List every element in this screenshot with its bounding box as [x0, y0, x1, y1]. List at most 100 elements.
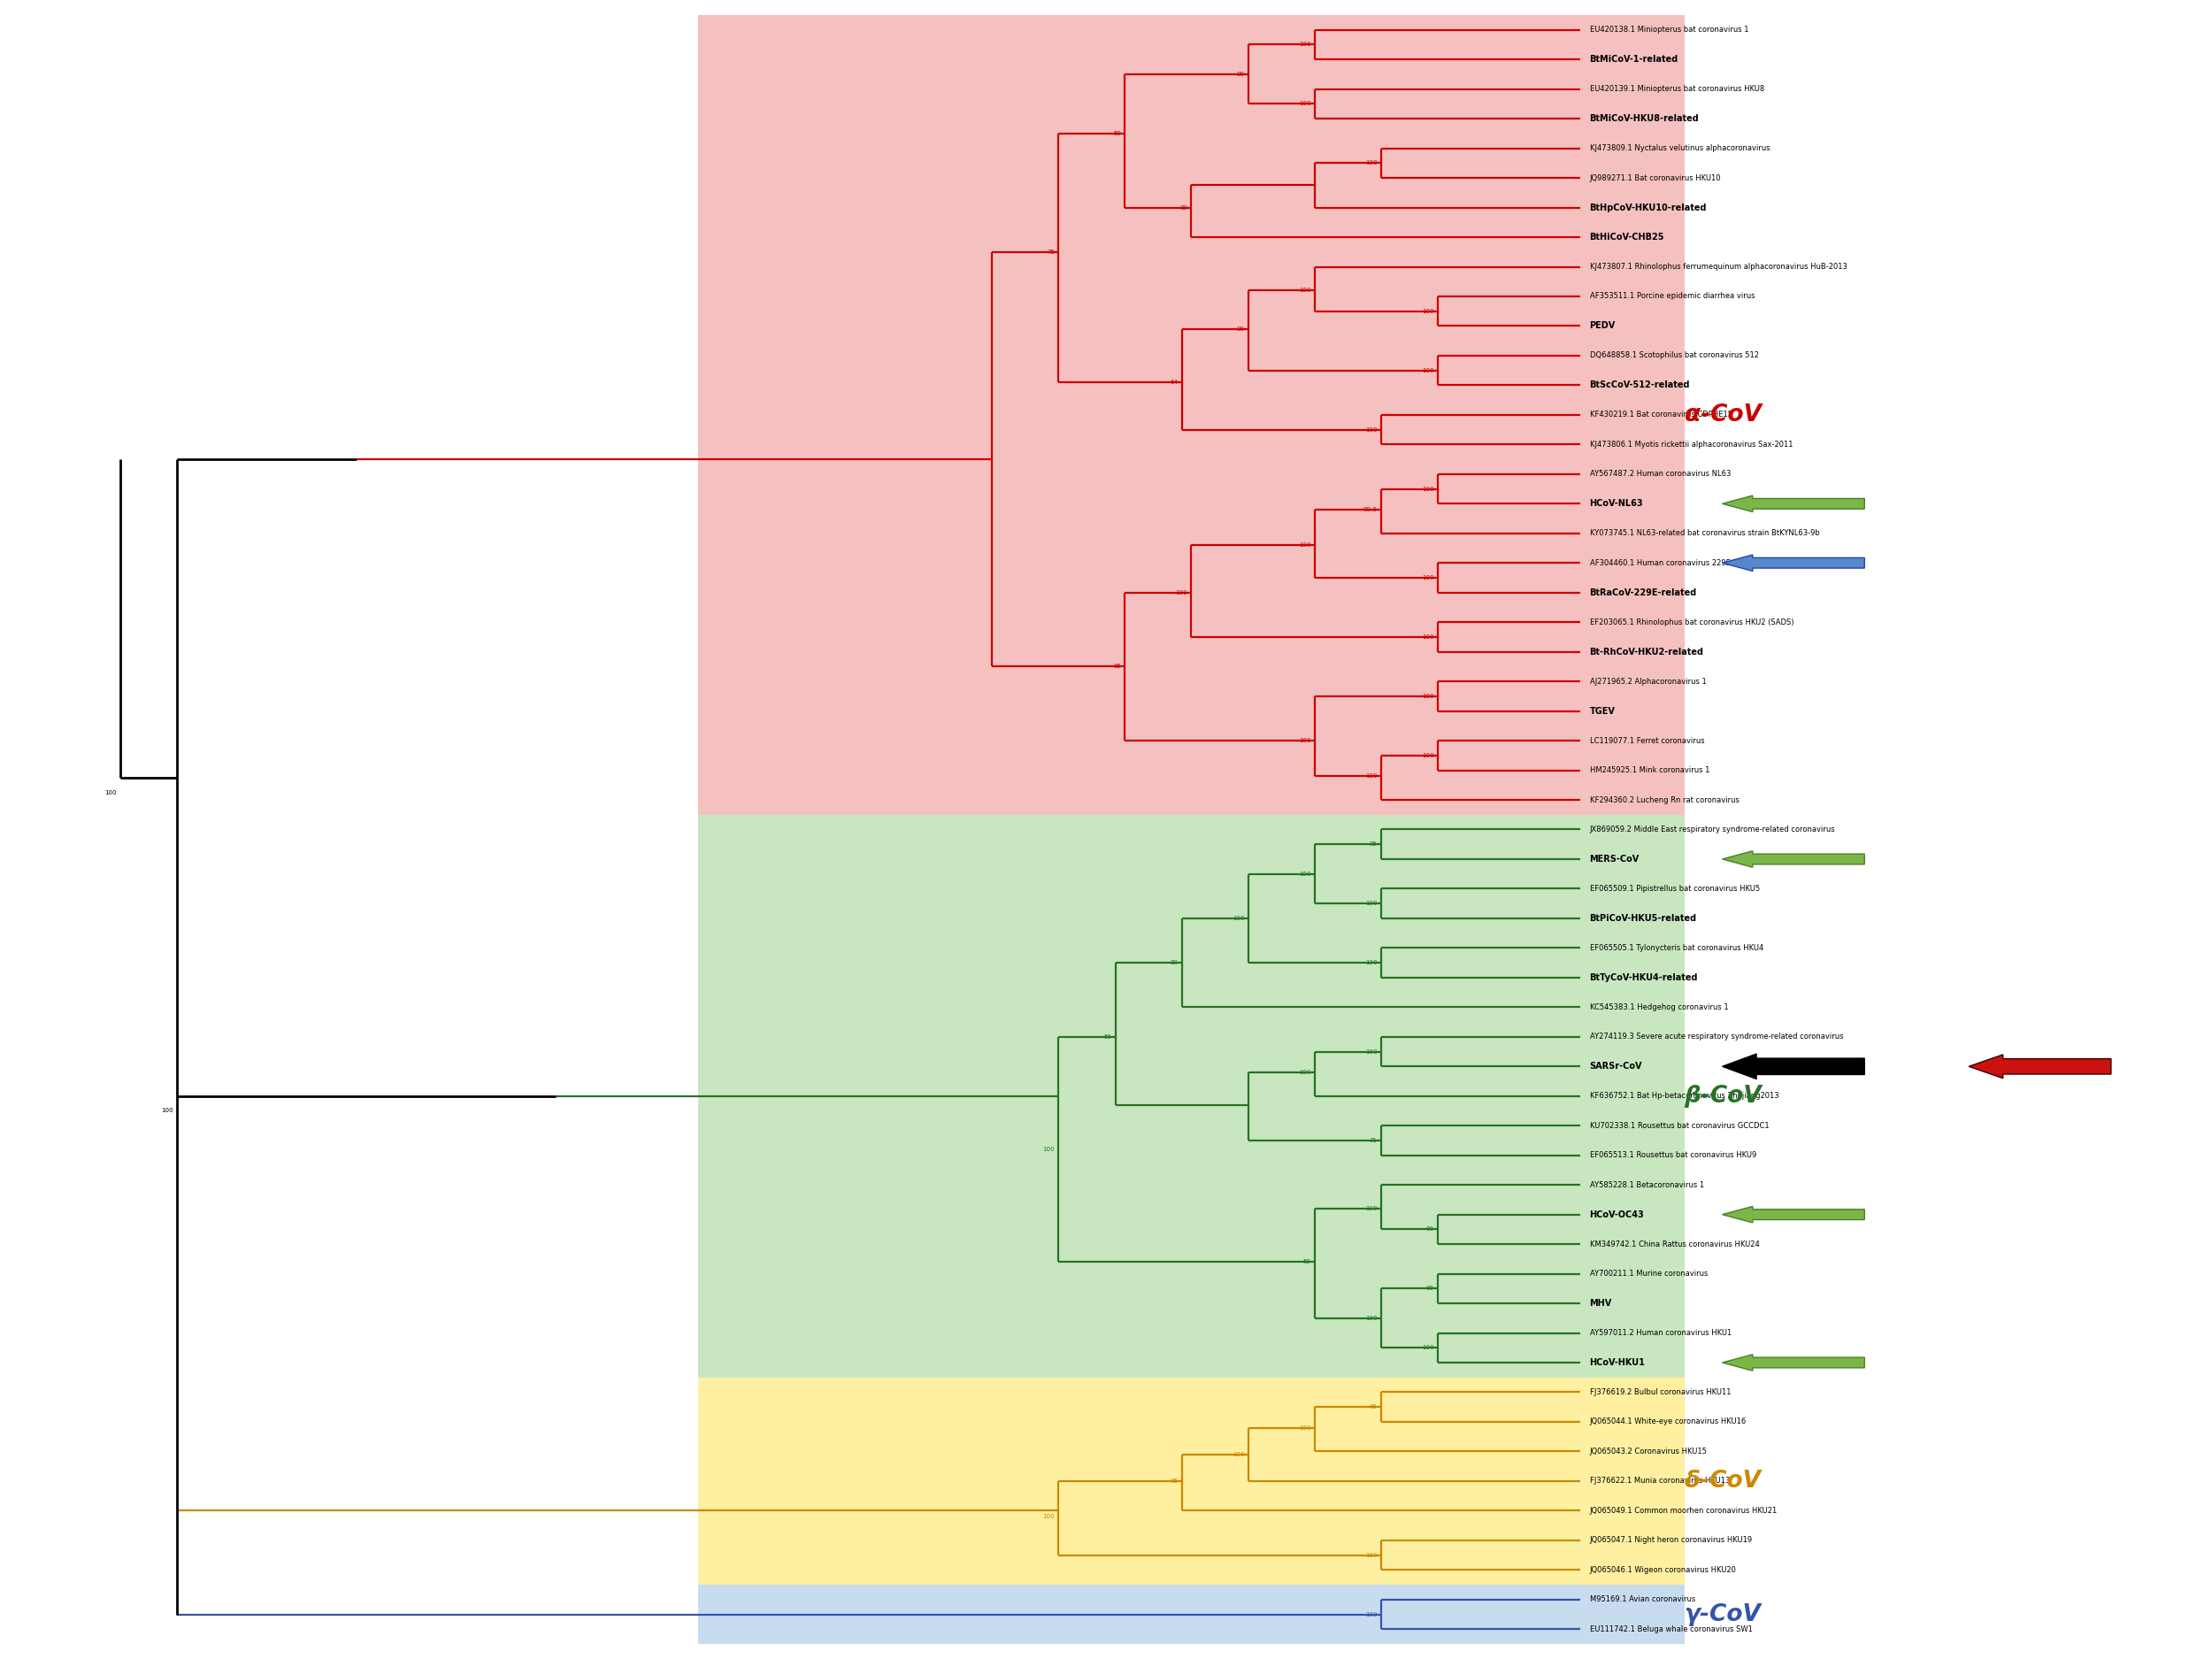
- Text: 100: 100: [1232, 1452, 1245, 1457]
- Text: Bt-RhCoV-HKU2-related: Bt-RhCoV-HKU2-related: [1590, 647, 1703, 657]
- Text: 100: 100: [1365, 1611, 1378, 1618]
- Text: EU420139.1 Miniopterus bat coronavirus HKU8: EU420139.1 Miniopterus bat coronavirus H…: [1590, 85, 1765, 93]
- Text: HCoV-OC43: HCoV-OC43: [1590, 1209, 1644, 1219]
- Bar: [699, 815, 1683, 1377]
- FancyArrow shape: [1723, 1053, 1865, 1078]
- Text: JQ065043.2 Coronavirus HKU15: JQ065043.2 Coronavirus HKU15: [1590, 1448, 1708, 1455]
- Text: LC119077.1 Ferret coronavirus: LC119077.1 Ferret coronavirus: [1590, 737, 1703, 745]
- Text: 100: 100: [1365, 1206, 1378, 1211]
- Text: KU702338.1 Rousettus bat coronavirus GCCDC1: KU702338.1 Rousettus bat coronavirus GCC…: [1590, 1121, 1770, 1130]
- Text: MERS-CoV: MERS-CoV: [1590, 854, 1639, 864]
- Text: MHV: MHV: [1590, 1299, 1613, 1307]
- Text: 100: 100: [1365, 426, 1378, 433]
- Text: 100: 100: [1365, 1316, 1378, 1321]
- Text: AF353511.1 Porcine epidemic diarrhea virus: AF353511.1 Porcine epidemic diarrhea vir…: [1590, 292, 1754, 300]
- Text: 100: 100: [1422, 368, 1433, 373]
- Text: EF065513.1 Rousettus bat coronavirus HKU9: EF065513.1 Rousettus bat coronavirus HKU…: [1590, 1151, 1756, 1160]
- Text: FJ376619.2 Bulbul coronavirus HKU11: FJ376619.2 Bulbul coronavirus HKU11: [1590, 1389, 1730, 1397]
- Text: JX869059.2 Middle East respiratory syndrome-related coronavirus: JX869059.2 Middle East respiratory syndr…: [1590, 826, 1836, 833]
- Text: 100: 100: [1175, 591, 1188, 596]
- Text: 100: 100: [1298, 542, 1312, 547]
- Text: 75: 75: [1046, 249, 1055, 254]
- Text: TGEV: TGEV: [1590, 707, 1615, 715]
- Text: 64: 64: [1170, 380, 1179, 385]
- Text: KF636752.1 Bat Hp-betacoronavirus Zhejiang2013: KF636752.1 Bat Hp-betacoronavirus Zhejia…: [1590, 1092, 1778, 1100]
- Text: BtMiCoV-1-related: BtMiCoV-1-related: [1590, 55, 1679, 65]
- Text: 100: 100: [1422, 634, 1433, 640]
- Text: 100: 100: [1422, 309, 1433, 314]
- Text: 100: 100: [1232, 916, 1245, 921]
- Text: 65: 65: [1369, 1405, 1378, 1410]
- Bar: [699, 1584, 1683, 1644]
- Text: 100: 100: [1298, 1425, 1312, 1430]
- FancyArrow shape: [1723, 1354, 1865, 1370]
- Text: EU420138.1 Miniopterus bat coronavirus 1: EU420138.1 Miniopterus bat coronavirus 1: [1590, 27, 1747, 33]
- Text: AY274119.3 Severe acute respiratory syndrome-related coronavirus: AY274119.3 Severe acute respiratory synd…: [1590, 1034, 1843, 1040]
- Text: EF065509.1 Pipistrellus bat coronavirus HKU5: EF065509.1 Pipistrellus bat coronavirus …: [1590, 884, 1759, 893]
- Text: 99: 99: [1237, 71, 1245, 76]
- Text: 100: 100: [1298, 287, 1312, 294]
- FancyArrow shape: [1723, 554, 1865, 571]
- Text: 100: 100: [1042, 1146, 1055, 1151]
- Text: KJ473806.1 Myotis rickettii alphacoronavirus Sax-2011: KJ473806.1 Myotis rickettii alphacoronav…: [1590, 441, 1792, 448]
- Text: 100: 100: [1422, 1345, 1433, 1350]
- Bar: [699, 15, 1683, 815]
- Text: JQ065044.1 White-eye coronavirus HKU16: JQ065044.1 White-eye coronavirus HKU16: [1590, 1418, 1747, 1425]
- Text: SARSr-CoV: SARSr-CoV: [1590, 1062, 1641, 1070]
- Text: 100: 100: [1298, 738, 1312, 743]
- Text: 95: 95: [1170, 1478, 1179, 1483]
- Text: 100: 100: [1422, 576, 1433, 581]
- Text: HM245925.1 Mink coronavirus 1: HM245925.1 Mink coronavirus 1: [1590, 766, 1710, 775]
- Text: 100: 100: [1365, 161, 1378, 166]
- Text: JQ065046.1 Wigeon coronavirus HKU20: JQ065046.1 Wigeon coronavirus HKU20: [1590, 1566, 1736, 1574]
- Text: 100: 100: [1365, 1048, 1378, 1053]
- Text: DQ648858.1 Scotophilus bat coronavirus 512: DQ648858.1 Scotophilus bat coronavirus 5…: [1590, 352, 1759, 360]
- Text: BtRaCoV-229E-related: BtRaCoV-229E-related: [1590, 589, 1697, 597]
- Text: 100: 100: [1365, 901, 1378, 906]
- Text: 100: 100: [1422, 693, 1433, 698]
- Text: 31: 31: [1369, 1138, 1378, 1143]
- Text: 99: 99: [1427, 1286, 1433, 1291]
- Text: BtScCoV-512-related: BtScCoV-512-related: [1590, 382, 1690, 390]
- Text: 100: 100: [161, 1108, 173, 1113]
- Text: α-CoV: α-CoV: [1683, 403, 1761, 426]
- Text: γ-CoV: γ-CoV: [1683, 1603, 1761, 1626]
- Text: KJ473807.1 Rhinolophus ferrumequinum alphacoronavirus HuB-2013: KJ473807.1 Rhinolophus ferrumequinum alp…: [1590, 262, 1847, 270]
- Text: HCoV-NL63: HCoV-NL63: [1590, 499, 1644, 508]
- Text: BtHiCoV-CHB25: BtHiCoV-CHB25: [1590, 232, 1663, 242]
- Text: 100: 100: [1298, 871, 1312, 876]
- FancyArrow shape: [1723, 851, 1865, 868]
- Text: 100: 100: [1365, 1553, 1378, 1558]
- Text: 80: 80: [1170, 961, 1179, 966]
- Text: BtTyCoV-HKU4-related: BtTyCoV-HKU4-related: [1590, 974, 1699, 982]
- Text: BtHpCoV-HKU10-related: BtHpCoV-HKU10-related: [1590, 202, 1708, 212]
- Text: AY585228.1 Betacoronavirus 1: AY585228.1 Betacoronavirus 1: [1590, 1181, 1703, 1190]
- Text: FJ376622.1 Munia coronavirus HKU13: FJ376622.1 Munia coronavirus HKU13: [1590, 1477, 1730, 1485]
- Text: 100: 100: [1042, 1515, 1055, 1520]
- Text: KY073745.1 NL63-related bat coronavirus strain BtKYNL63-9b: KY073745.1 NL63-related bat coronavirus …: [1590, 529, 1820, 538]
- Text: KF294360.2 Lucheng Rn rat coronavirus: KF294360.2 Lucheng Rn rat coronavirus: [1590, 796, 1739, 805]
- Text: JQ065049.1 Common moorhen coronavirus HKU21: JQ065049.1 Common moorhen coronavirus HK…: [1590, 1506, 1778, 1515]
- Text: AY597011.2 Human coronavirus HKU1: AY597011.2 Human coronavirus HKU1: [1590, 1329, 1732, 1337]
- Text: AJ271965.2 Alphacoronavirus 1: AJ271965.2 Alphacoronavirus 1: [1590, 677, 1705, 685]
- Text: δ-CoV: δ-CoV: [1683, 1470, 1761, 1493]
- Text: 90: 90: [1427, 1226, 1433, 1233]
- Text: 100: 100: [1298, 41, 1312, 48]
- Text: AF304460.1 Human coronavirus 229E: AF304460.1 Human coronavirus 229E: [1590, 559, 1730, 567]
- Text: β-CoV: β-CoV: [1683, 1085, 1763, 1108]
- Text: PEDV: PEDV: [1590, 322, 1615, 330]
- Text: 100: 100: [1422, 753, 1433, 758]
- Text: 100: 100: [1422, 486, 1433, 491]
- Text: EU111742.1 Beluga whale coronavirus SW1: EU111742.1 Beluga whale coronavirus SW1: [1590, 1626, 1752, 1632]
- FancyArrow shape: [1969, 1055, 2110, 1078]
- Text: JQ989271.1 Bat coronavirus HKU10: JQ989271.1 Bat coronavirus HKU10: [1590, 174, 1721, 182]
- Text: 80: 80: [1179, 204, 1188, 211]
- Text: BtMiCoV-HKU8-related: BtMiCoV-HKU8-related: [1590, 114, 1699, 123]
- Text: KF430219.1 Bat coronavirus CDPHE15: KF430219.1 Bat coronavirus CDPHE15: [1590, 411, 1732, 418]
- Text: 100: 100: [1365, 773, 1378, 778]
- Text: EF065505.1 Tylonycteris bat coronavirus HKU4: EF065505.1 Tylonycteris bat coronavirus …: [1590, 944, 1763, 952]
- Text: AY700211.1 Murine coronavirus: AY700211.1 Murine coronavirus: [1590, 1269, 1708, 1277]
- Text: 59: 59: [1303, 1259, 1312, 1264]
- Text: 100: 100: [1365, 961, 1378, 966]
- Text: KJ473809.1 Nyctalus velutinus alphacoronavirus: KJ473809.1 Nyctalus velutinus alphacoron…: [1590, 144, 1770, 153]
